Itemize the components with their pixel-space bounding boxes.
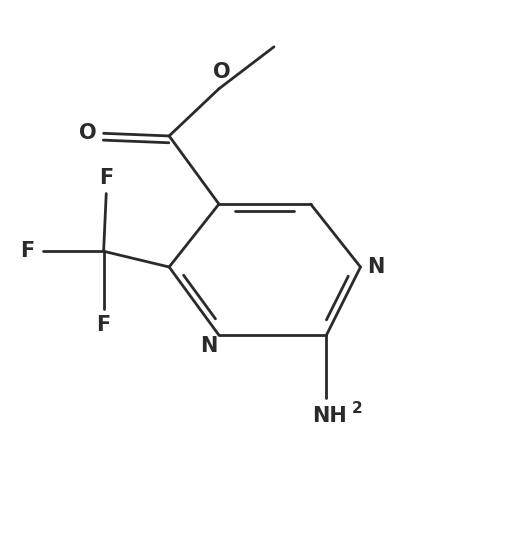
Text: F: F: [99, 168, 113, 188]
Text: N: N: [200, 336, 217, 356]
Text: F: F: [96, 315, 111, 335]
Text: NH: NH: [311, 406, 346, 427]
Text: F: F: [21, 241, 35, 261]
Text: O: O: [213, 62, 230, 82]
Text: 2: 2: [352, 401, 362, 416]
Text: O: O: [79, 123, 96, 143]
Text: N: N: [367, 257, 385, 277]
